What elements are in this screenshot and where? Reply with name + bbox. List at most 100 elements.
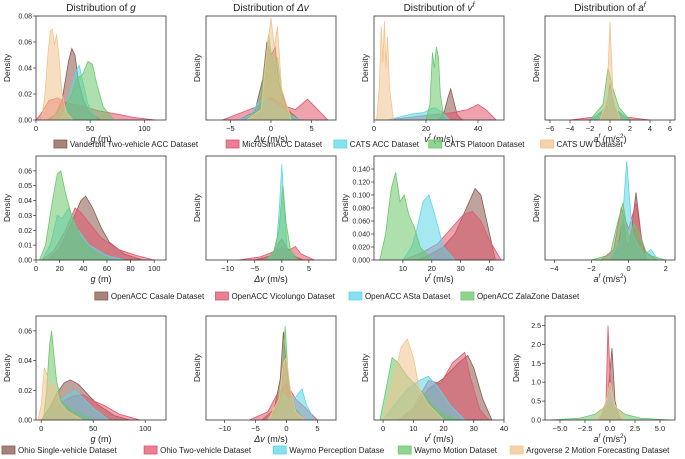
subplot-r2-c0: 0 50 100 0.00 0.02 0.04 0.06 Density g (m) <box>2 315 167 444</box>
axes-frame <box>544 155 676 261</box>
y-tick-label: 0.00 <box>18 418 32 425</box>
y-tick-label: 0.03 <box>18 213 32 220</box>
density-area-openacc-zalazone-dataset <box>379 172 433 261</box>
x-tick-label: 40 <box>79 264 87 273</box>
legend-label: Argoverse 2 Motion Forecasting Dataset <box>526 446 670 455</box>
y-tick-label: 2.5 <box>531 323 541 330</box>
density-area-openacc-zalazone-dataset <box>38 170 113 261</box>
y-tick-label: 0.05 <box>18 183 32 190</box>
legend-label: Waymo Motion Dataset <box>414 446 498 455</box>
y-tick-label: 0.120 <box>352 180 370 187</box>
x-tick-label: −10 <box>221 264 234 273</box>
legend-label: Ohio Single-vehicle Dataset <box>18 446 117 455</box>
y-axis-label: Density <box>360 53 370 82</box>
y-tick-label: 0.04 <box>18 358 32 365</box>
legend-swatch <box>215 291 229 301</box>
subplot-title: Distribution of vf <box>404 2 476 14</box>
x-tick-label: −5 <box>251 424 260 433</box>
y-tick-label: 0.080 <box>352 206 370 213</box>
x-tick-label: −2 <box>587 264 596 273</box>
x-tick-label: 0 <box>269 124 273 133</box>
density-area-argoverse-2-motion-forecasting-dataset <box>37 367 85 421</box>
legend-swatch <box>53 139 68 149</box>
y-axis-label: Density <box>2 193 12 222</box>
subplot-title: Distribution of Δv <box>233 3 310 14</box>
y-tick-label: 0.100 <box>352 193 370 200</box>
y-axis-label: Density <box>192 53 202 82</box>
y-tick-label: 0.060 <box>352 219 370 226</box>
x-tick-label: 0.0 <box>605 424 615 433</box>
x-axis-label: af (m/s2) <box>593 274 626 284</box>
legend-item: Argoverse 2 Motion Forecasting Dataset <box>509 445 670 455</box>
y-axis-label: Density <box>192 193 202 222</box>
legend-item: OpenACC Casale Dataset <box>94 291 205 301</box>
x-axis-label: Δv (m/s) <box>253 134 288 144</box>
legend-row-1: OpenACC Casale Dataset OpenACC Vicolungo … <box>94 291 580 301</box>
legend-item: CATS ACC Dataset <box>333 139 420 149</box>
legend-swatch <box>143 445 158 455</box>
x-axis-label: af (m/s2) <box>593 434 626 444</box>
legend-item: MicroSimACC Dataset <box>225 139 323 149</box>
x-tick-label: 6 <box>668 124 672 133</box>
y-tick-label: 1.5 <box>531 361 541 368</box>
subplot-r2-c2: 0 10 20 30 40 Density vf (m/s) <box>360 315 508 444</box>
y-tick-label: 0.08 <box>18 14 32 21</box>
x-tick-label: 40 <box>485 264 493 273</box>
density-area-cats-platoon-dataset <box>425 47 445 121</box>
legend-label: MicroSimACC Dataset <box>242 140 323 149</box>
x-tick-label: 100 <box>148 264 161 273</box>
legend-label: Ohio Two-vehicle Dataset <box>160 446 252 455</box>
x-tick-label: −5.0 <box>553 424 568 433</box>
legend-item: CATS UW Dataset <box>540 139 624 149</box>
axes-frame <box>35 315 167 421</box>
y-tick-label: 0.06 <box>18 328 32 335</box>
y-tick-label: 0.00 <box>18 258 32 265</box>
density-area-argoverse-2-motion-forecasting-dataset <box>267 356 307 421</box>
density-area-cats-uw-dataset <box>40 28 74 121</box>
x-axis-label: Δv (m/s) <box>253 274 288 284</box>
x-tick-label: 0 <box>372 124 376 133</box>
axes-frame <box>205 315 337 421</box>
x-tick-label: 0 <box>381 424 385 433</box>
y-tick-label: 0.5 <box>531 399 541 406</box>
x-tick-label: 0 <box>34 124 38 133</box>
x-tick-label: 10 <box>409 424 417 433</box>
density-area-openacc-zalazone-dataset <box>264 185 299 261</box>
y-tick-label: 0.02 <box>18 228 32 235</box>
x-tick-label: 100 <box>139 424 152 433</box>
subplot-r1-c1: −10 −5 0 5 Density Δv (m/s) <box>192 155 337 284</box>
density-area-openacc-zalazone-dataset <box>591 202 666 261</box>
legend-swatch <box>460 291 475 301</box>
y-tick-label: 0.00 <box>18 118 32 125</box>
y-tick-label: 0.04 <box>18 198 32 205</box>
x-tick-label: 20 <box>439 424 447 433</box>
legend-item: Waymo Perception Datase <box>272 445 385 455</box>
subplot-r2-c3: −5.0 −2.5 0.0 2.5 5.0 0.0 0.5 1.0 1.5 2.0 2.5 Densi… <box>511 315 676 444</box>
x-tick-label: −5 <box>226 124 235 133</box>
x-axis-label: vf (m/s) <box>424 274 453 284</box>
legend-swatch <box>272 445 287 455</box>
x-tick-label: 10 <box>399 264 407 273</box>
legend-swatch <box>333 139 348 149</box>
legend-label: CATS Platoon Dataset <box>445 140 526 149</box>
y-axis-label: Density <box>192 353 202 382</box>
legend-row-2: Ohio Single-vehicle Dataset Ohio Two-vehi… <box>1 445 670 455</box>
y-tick-label: 0.02 <box>18 92 32 99</box>
x-tick-label: 20 <box>55 264 63 273</box>
legend-item: OpenACC ASta Dataset <box>348 291 451 301</box>
y-tick-label: 0.06 <box>18 40 32 47</box>
x-tick-label: 40 <box>500 424 508 433</box>
y-axis-label: Density <box>360 353 370 382</box>
x-tick-label: 30 <box>470 424 478 433</box>
subplot-title: Distribution of g <box>66 3 136 14</box>
axes-frame <box>35 155 167 261</box>
x-axis-label: g (m) <box>90 134 111 144</box>
x-tick-label: 100 <box>138 124 151 133</box>
legend-label: OpenACC ASta Dataset <box>365 292 451 301</box>
x-tick-label: 0 <box>39 424 43 433</box>
legend-label: CATS UW Dataset <box>557 140 624 149</box>
axes-frame <box>373 315 505 421</box>
subplot-r1-c3: −4 −2 0 2 Density af (m/s2) <box>531 155 676 284</box>
y-axis-label: Density <box>340 193 350 222</box>
axes-frame <box>373 15 505 121</box>
